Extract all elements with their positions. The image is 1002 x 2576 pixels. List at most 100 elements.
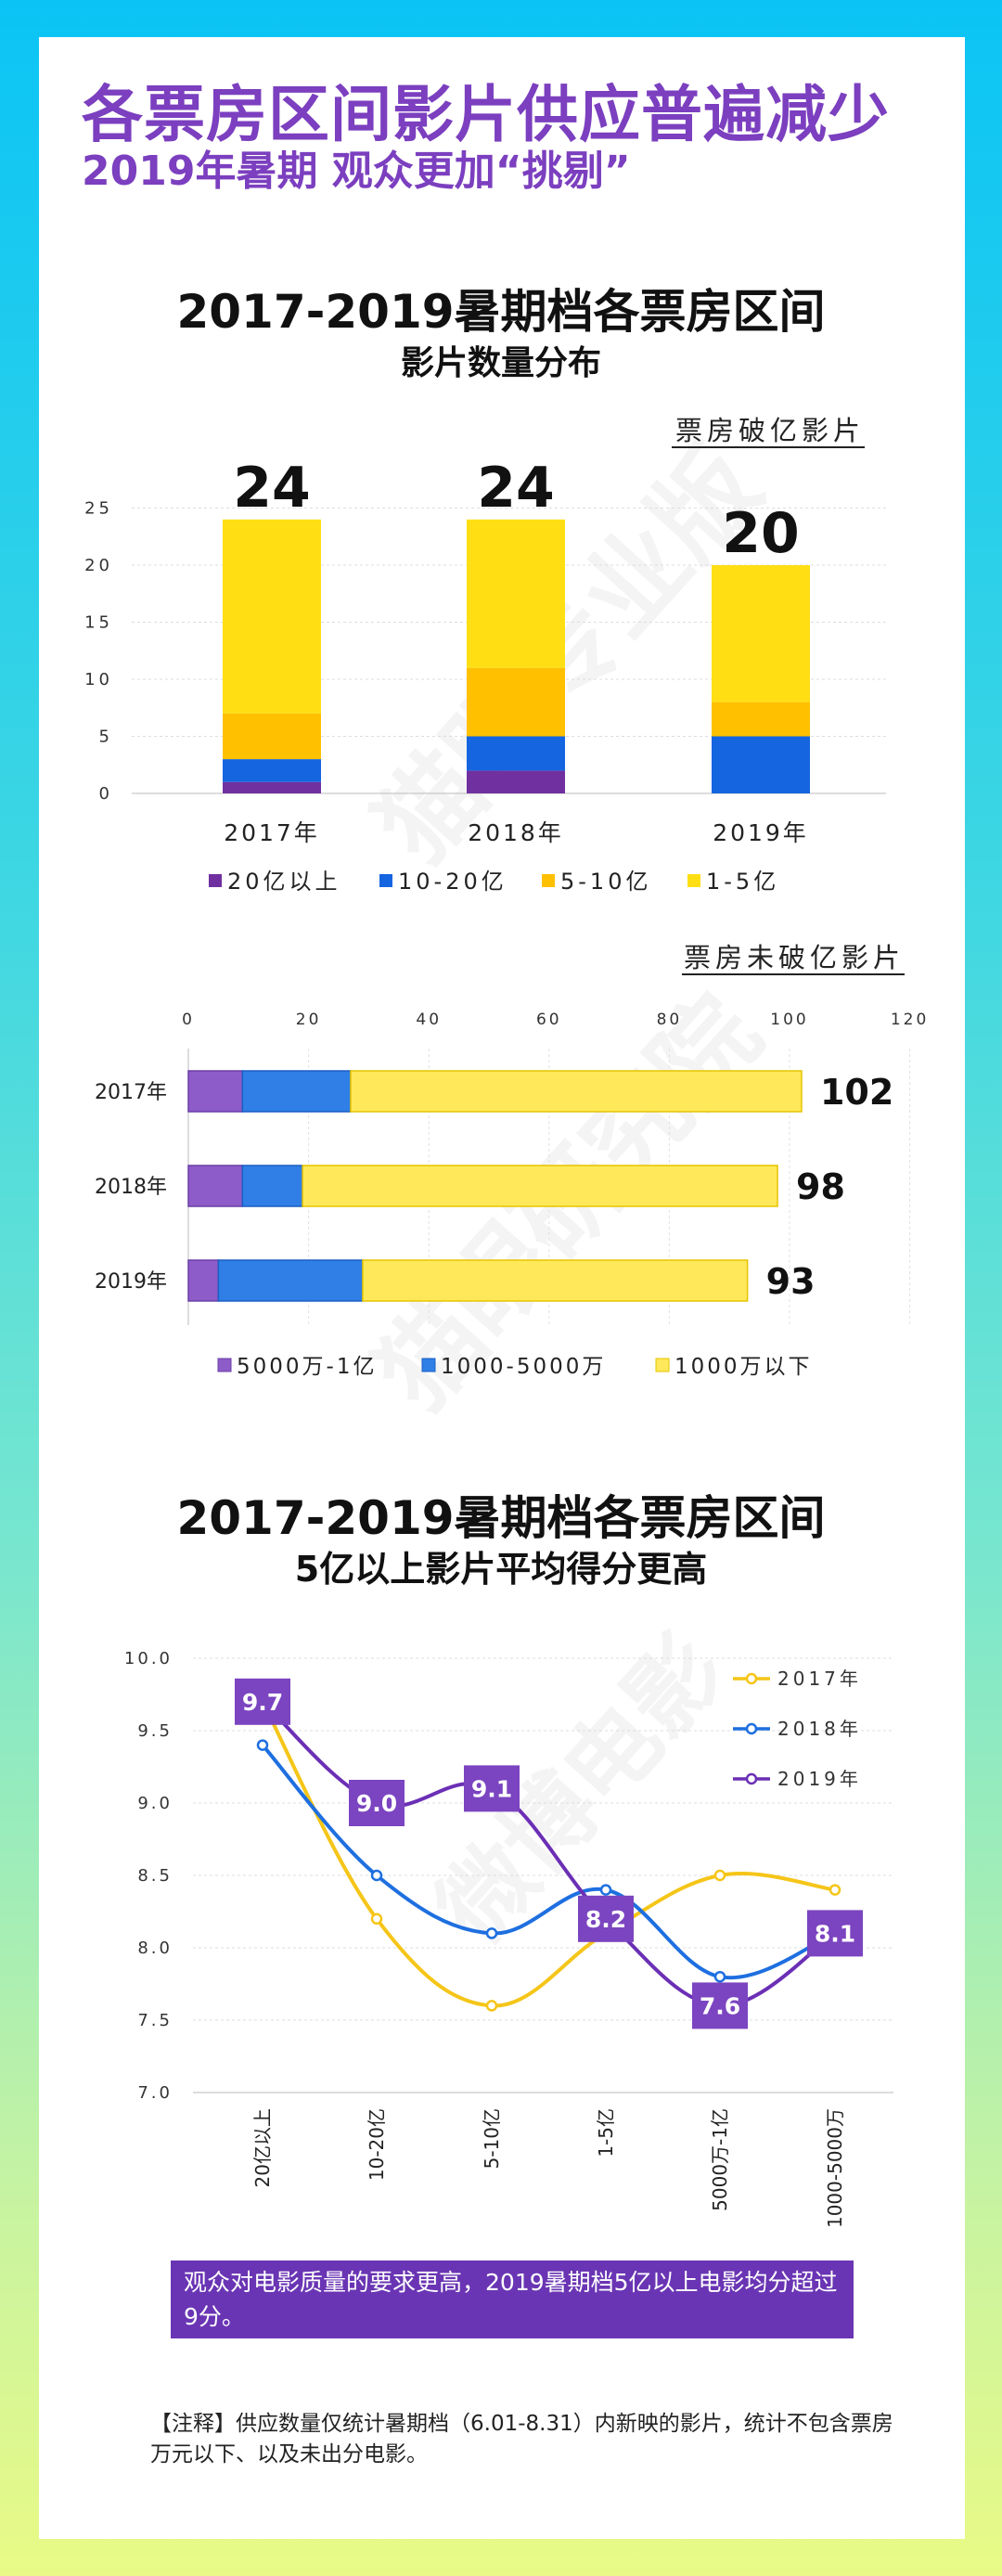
chart1-title: 2017-2019暑期档各票房区间: [176, 285, 826, 339]
legend-marker: [745, 1722, 758, 1735]
y-tick-label: 2018年: [95, 1176, 167, 1199]
series-line: [261, 1700, 837, 2008]
series-point: [829, 1884, 841, 1896]
bar-segment: [223, 759, 321, 782]
x-tick-label: 5-10亿: [481, 2108, 503, 2169]
legend-label: 2019年: [777, 1768, 862, 1790]
x-tick-label: 120: [891, 1011, 929, 1029]
bar-segment: [467, 736, 565, 771]
data-label: 9.0: [356, 1790, 397, 1817]
data-label: 8.1: [815, 1920, 855, 1947]
x-tick-label: 2018年: [468, 819, 564, 846]
bar-segment: [217, 1259, 364, 1302]
bar-segment: [712, 702, 810, 737]
y-tick-label: 8.0: [137, 1938, 173, 1958]
bar-segment: [241, 1165, 303, 1207]
y-tick-label: 7.0: [137, 2083, 173, 2103]
bar-total-label: 20: [722, 501, 800, 566]
bar-segment: [223, 781, 321, 793]
series-point: [256, 1739, 269, 1751]
legend-label: 1-5亿: [706, 869, 779, 895]
x-tick-label: 0: [182, 1011, 195, 1029]
legend-label: 1000万以下: [674, 1355, 813, 1379]
y-tick-label: 0: [99, 784, 113, 804]
conclusion-note: 观众对电影质量的要求更高，2019暑期档5亿以上电影均分超过9分。: [171, 2260, 854, 2338]
legend-label: 20亿以上: [227, 869, 341, 895]
x-tick-label: 2017年: [224, 819, 320, 846]
bar-segment: [467, 519, 565, 668]
headline-subtitle: 2019年暑期 观众更加“挑剔”: [82, 148, 631, 195]
x-tick-label: 10-20亿: [366, 2108, 388, 2181]
y-tick-label: 7.5: [137, 2011, 173, 2030]
data-label-box: [235, 1678, 290, 1725]
legend-label: 5-10亿: [560, 869, 651, 895]
bar-total-label: 102: [820, 1072, 893, 1113]
x-tick-label: 20: [296, 1011, 322, 1029]
bar-segment: [362, 1259, 749, 1302]
series-point: [485, 1927, 498, 1939]
data-label-box: [807, 1910, 863, 1957]
legend-label: 10-20亿: [398, 869, 507, 895]
x-tick-label: 1-5亿: [595, 2108, 617, 2157]
bar-segment: [302, 1165, 778, 1207]
series-point: [370, 1913, 383, 1926]
y-tick-label: 15: [84, 613, 113, 633]
chart3-title: 2017-2019暑期档各票房区间: [176, 1491, 826, 1545]
chart1-subtitle-label: 票房破亿影片: [675, 415, 865, 446]
bar-total-label: 24: [477, 456, 555, 521]
data-label: 7.6: [700, 1992, 740, 2019]
chart3-subtitle: 5亿以上影片平均得分更高: [294, 1549, 708, 1590]
x-tick-label: 80: [657, 1011, 683, 1029]
x-tick-label: 1000-5000万: [824, 2108, 846, 2228]
legend-swatch: [655, 1358, 670, 1372]
legend-swatch: [687, 874, 700, 887]
bar-segment: [350, 1070, 803, 1113]
bar-segment: [467, 667, 565, 737]
data-label: 9.7: [242, 1689, 283, 1716]
y-tick-label: 20: [84, 556, 113, 575]
series-point: [485, 2000, 498, 2012]
legend-label: 5000万-1亿: [237, 1355, 377, 1379]
x-tick-label: 5000万-1亿: [709, 2108, 731, 2211]
legend-marker: [745, 1772, 758, 1785]
data-label-box: [349, 1780, 405, 1826]
headline-title: 各票房区间影片供应普遍减少: [82, 79, 890, 150]
x-tick-label: 2019年: [713, 819, 809, 846]
series-point: [713, 1869, 726, 1882]
y-tick-label: 8.5: [137, 1866, 173, 1886]
series-point: [599, 1884, 612, 1896]
y-tick-label: 2017年: [95, 1081, 167, 1104]
x-tick-label: 60: [536, 1011, 562, 1029]
legend-swatch: [209, 874, 222, 887]
legend-swatch: [542, 874, 555, 887]
data-label-box: [692, 1982, 748, 2029]
data-label-box: [464, 1765, 520, 1812]
bar-segment: [223, 519, 321, 714]
y-tick-label: 5: [99, 728, 113, 747]
legend-label: 2017年: [777, 1668, 862, 1690]
legend-swatch: [421, 1358, 436, 1372]
bar-segment: [223, 713, 321, 760]
bar-segment: [712, 736, 810, 793]
x-tick-label: 40: [416, 1011, 442, 1029]
y-tick-label: 25: [84, 499, 113, 519]
bar-total-label: 24: [233, 456, 311, 521]
chart2-subtitle-label: 票房未破亿影片: [684, 942, 905, 973]
bar-segment: [467, 770, 565, 793]
series-point: [713, 1970, 726, 1983]
bar-total-label: 98: [796, 1166, 845, 1207]
series-point: [370, 1869, 383, 1882]
y-tick-label: 10: [84, 670, 113, 689]
y-tick-label: 9.5: [137, 1721, 173, 1741]
bar-segment: [187, 1165, 244, 1207]
data-label-box: [578, 1895, 634, 1942]
y-tick-label: 10.0: [124, 1649, 173, 1668]
y-tick-label: 2019年: [95, 1270, 167, 1294]
bar-segment: [241, 1070, 352, 1113]
chart1-subtitle: 影片数量分布: [400, 344, 601, 382]
legend-swatch: [379, 874, 392, 887]
data-label: 9.1: [471, 1775, 512, 1802]
legend-marker: [745, 1672, 758, 1685]
x-tick-label: 100: [770, 1011, 808, 1029]
